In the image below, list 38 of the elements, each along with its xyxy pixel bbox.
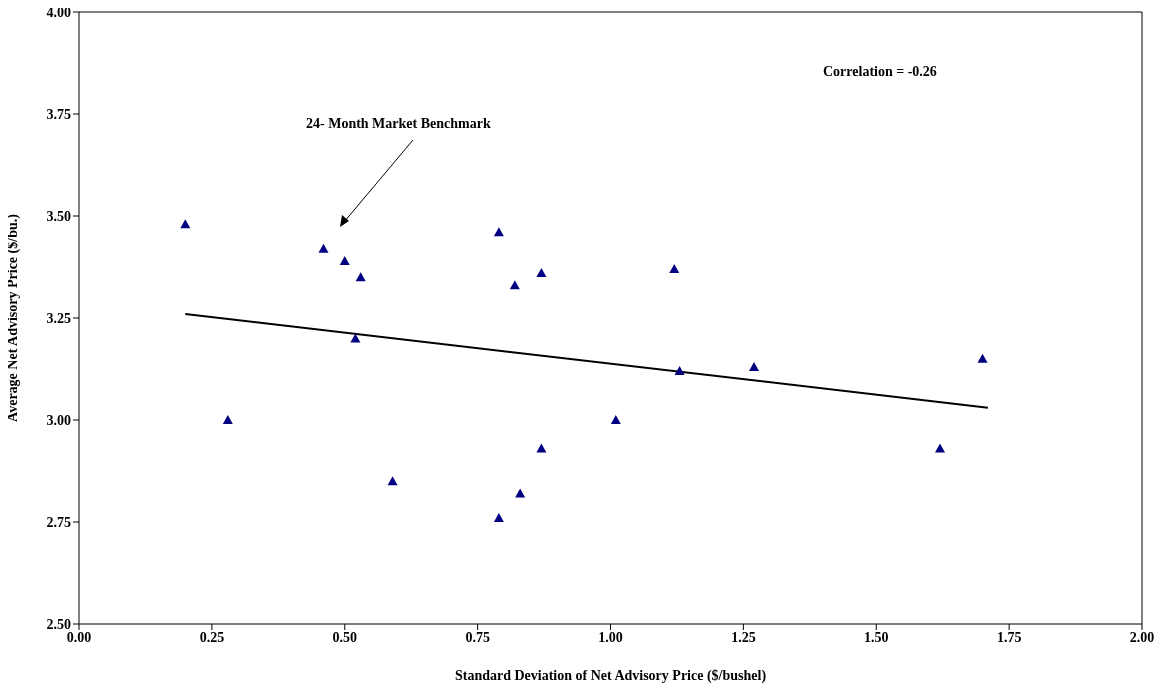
point bbox=[180, 219, 191, 229]
point bbox=[977, 353, 988, 363]
point bbox=[339, 255, 350, 265]
x-tick-label: 1.25 bbox=[731, 629, 756, 645]
point bbox=[355, 272, 366, 282]
x-tick-label: 0.00 bbox=[66, 629, 92, 645]
y-tick-label: 3.25 bbox=[46, 310, 71, 326]
y-tick-label: 3.50 bbox=[46, 208, 71, 224]
annotation: Correlation = -0.26 bbox=[823, 64, 937, 80]
point bbox=[610, 415, 621, 424]
x-tick-label: 1.75 bbox=[996, 629, 1022, 645]
x-tick-label: 1.50 bbox=[864, 629, 889, 645]
y-tick-label: 3.00 bbox=[46, 412, 71, 428]
x-tick-label: 2.00 bbox=[1129, 629, 1155, 645]
x-tick-label: 0.75 bbox=[465, 629, 490, 645]
point bbox=[536, 443, 547, 453]
point bbox=[669, 264, 680, 274]
y-tick-label: 4.00 bbox=[46, 4, 71, 20]
point bbox=[318, 243, 329, 253]
point bbox=[509, 280, 520, 290]
x-tick-label: 0.25 bbox=[199, 629, 225, 645]
point bbox=[536, 268, 547, 278]
point bbox=[493, 512, 504, 522]
point bbox=[935, 443, 946, 453]
y-tick-label: 2.50 bbox=[46, 616, 71, 632]
point bbox=[674, 366, 685, 376]
point bbox=[749, 361, 760, 371]
x-tick-label: 0.50 bbox=[332, 629, 357, 645]
annotation: 24- Month Market Benchmark bbox=[306, 116, 491, 132]
point bbox=[387, 476, 398, 486]
x-tick-label: 1.00 bbox=[598, 629, 623, 645]
y-tick-label: 3.75 bbox=[46, 106, 71, 122]
point bbox=[222, 415, 233, 424]
y-tick-label: 2.75 bbox=[46, 514, 71, 530]
point bbox=[493, 227, 504, 237]
x-axis-title: Standard Deviation of Net Advisory Price ($/bushel) bbox=[454, 668, 767, 684]
point bbox=[350, 333, 361, 343]
point bbox=[515, 488, 526, 498]
